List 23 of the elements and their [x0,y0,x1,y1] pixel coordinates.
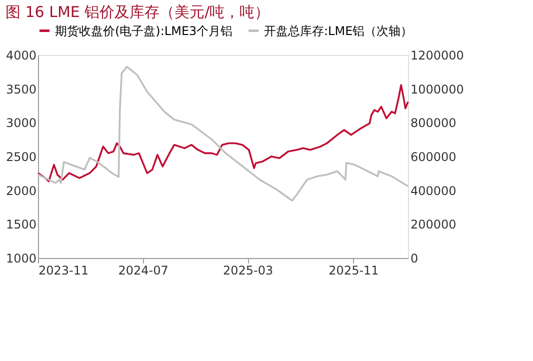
x-tick-label: 2025-11 [328,264,379,278]
y2-tick-label: 0 [410,252,418,266]
line-series [37,84,409,182]
y2-tick-label: 400000 [410,184,456,198]
y-tick-label: 3500 [6,82,36,96]
chart-title: 图 16 LME 铝价及库存（美元/吨，吨） [5,3,270,21]
y2-tick-label: 1200000 [410,48,464,62]
x-tick-label: 2023-11 [38,264,89,278]
y-tick-label: 2000 [6,184,36,198]
legend-label: 期货收盘价(电子盘):LME3个月铝 [55,24,233,38]
y-tick-label: 3000 [6,116,36,130]
line-series [37,66,409,202]
y2-tick-label: 800000 [410,116,456,130]
y2-tick-label: 600000 [410,150,456,164]
y-tick-label: 1500 [6,218,36,232]
y2-tick-label: 1000000 [410,82,464,96]
y-tick-label: 2500 [6,150,36,164]
x-tick-label: 2024-07 [118,264,168,278]
y-tick-label: 4000 [6,48,36,62]
y-tick-label: 1000 [6,252,36,266]
x-tick-label: 2025-03 [223,264,274,278]
legend-label: 开盘总库存:LME铝（次轴） [264,24,413,38]
y2-tick-label: 200000 [410,218,456,232]
